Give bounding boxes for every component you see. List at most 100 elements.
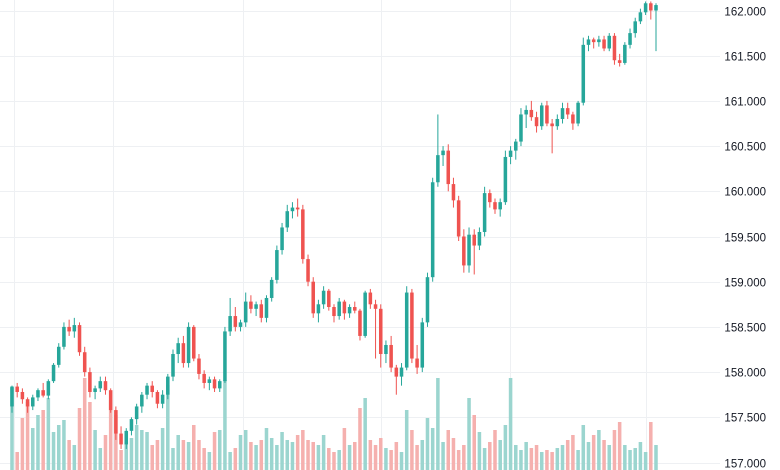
candle-up bbox=[316, 304, 321, 314]
candle-down bbox=[342, 301, 347, 314]
candle-up bbox=[36, 390, 40, 398]
candle-up bbox=[654, 5, 658, 11]
volume-bar bbox=[581, 425, 586, 470]
candle-down bbox=[534, 117, 539, 127]
volume-bar bbox=[586, 442, 591, 470]
volume-bar bbox=[249, 442, 253, 470]
volume-bar bbox=[217, 430, 222, 470]
candle-up bbox=[124, 430, 129, 445]
volume-bar bbox=[488, 442, 492, 470]
volume-bar bbox=[46, 398, 51, 470]
volume-bar bbox=[77, 408, 82, 470]
volume-bar bbox=[545, 450, 549, 470]
price-tick-label: 161.500 bbox=[724, 52, 766, 64]
volume-bar bbox=[36, 415, 40, 470]
candle-up bbox=[264, 297, 269, 318]
volume-bar bbox=[280, 432, 284, 470]
candle-up bbox=[514, 141, 518, 151]
candle-up bbox=[524, 109, 528, 115]
price-axis: 157.000 157.500 158.000 158.500 159.000 159.5… bbox=[724, 7, 766, 470]
volume-bar bbox=[358, 408, 362, 470]
candle-down bbox=[368, 292, 373, 305]
candle-up bbox=[134, 406, 139, 420]
volume-bar bbox=[467, 398, 471, 470]
volume-bar bbox=[290, 442, 295, 470]
candle-down bbox=[103, 381, 108, 391]
volume-bar bbox=[321, 435, 326, 470]
candle-down bbox=[77, 325, 82, 353]
volume-bar bbox=[93, 430, 97, 470]
candle-down bbox=[212, 379, 217, 389]
candle-up bbox=[280, 227, 284, 251]
candle-down bbox=[295, 207, 300, 210]
volume-bar bbox=[399, 452, 404, 470]
candle-down bbox=[488, 193, 492, 203]
candle-up bbox=[597, 39, 601, 43]
candle-down bbox=[612, 35, 617, 61]
volume-bar bbox=[15, 452, 19, 470]
candle-up bbox=[223, 331, 227, 382]
volume-bar bbox=[649, 422, 653, 470]
candle-up bbox=[607, 35, 612, 49]
volume-bar bbox=[20, 418, 25, 470]
candle-up bbox=[555, 118, 560, 127]
candle-down bbox=[41, 390, 45, 396]
candle-up bbox=[62, 326, 66, 347]
candle-up bbox=[166, 376, 170, 395]
candle-down bbox=[602, 39, 606, 49]
volume-bar bbox=[425, 418, 430, 470]
candle-down bbox=[571, 114, 575, 124]
volume-bar bbox=[145, 432, 149, 470]
volume-bar bbox=[311, 442, 315, 470]
candle-up bbox=[467, 234, 471, 266]
grid-lines bbox=[0, 0, 720, 470]
volume-bar bbox=[181, 440, 186, 470]
candle-up bbox=[436, 155, 440, 183]
candle-up bbox=[425, 277, 430, 323]
candle-up bbox=[217, 381, 222, 389]
volume-bar bbox=[176, 435, 180, 470]
candle-up bbox=[321, 290, 326, 305]
volume-bar bbox=[264, 428, 269, 470]
candle-up bbox=[633, 21, 637, 34]
candle-up bbox=[477, 231, 482, 246]
price-tick-label: 160.500 bbox=[724, 142, 766, 154]
candle-down bbox=[415, 358, 419, 368]
price-tick-label: 161.000 bbox=[724, 97, 766, 109]
volume-bar bbox=[493, 430, 497, 470]
volume-bar bbox=[192, 425, 196, 470]
candle-down bbox=[545, 105, 549, 124]
volume-bar bbox=[10, 388, 14, 470]
volume-bar bbox=[482, 448, 487, 470]
price-tick-label: 158.500 bbox=[724, 323, 766, 335]
volume-bars bbox=[10, 378, 658, 470]
volume-bar bbox=[378, 438, 383, 470]
price-tick-label: 157.500 bbox=[724, 413, 766, 425]
candle-up bbox=[98, 381, 103, 389]
volume-bar bbox=[223, 380, 227, 470]
candle-down bbox=[410, 292, 414, 359]
candle-down bbox=[15, 386, 19, 392]
candle-up bbox=[508, 150, 513, 157]
candle-up bbox=[638, 12, 643, 22]
volume-bar bbox=[529, 448, 534, 470]
candle-down bbox=[311, 281, 315, 314]
candle-down bbox=[249, 301, 253, 309]
candle-down bbox=[649, 3, 653, 11]
volume-bar bbox=[591, 435, 596, 470]
candle-up bbox=[129, 419, 134, 431]
volume-bar bbox=[134, 425, 139, 470]
candle-down bbox=[451, 184, 456, 201]
candle-up bbox=[72, 325, 77, 332]
candle-down bbox=[332, 307, 336, 317]
volume-bar bbox=[363, 398, 367, 470]
candle-up bbox=[337, 301, 341, 317]
volume-bar bbox=[88, 402, 92, 470]
volume-bar bbox=[150, 445, 154, 470]
price-tick-label: 159.000 bbox=[724, 278, 766, 290]
volume-bar bbox=[51, 432, 56, 470]
volume-bar bbox=[410, 430, 414, 470]
volume-bar bbox=[166, 385, 170, 470]
